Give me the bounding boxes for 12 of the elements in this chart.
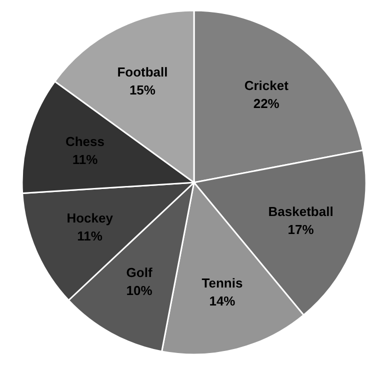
data-label: 22% <box>253 96 280 112</box>
data-label: 11% <box>77 228 103 244</box>
data-label: 17% <box>288 222 314 237</box>
data-label: 15% <box>129 82 156 98</box>
slice-label: Basketball <box>268 204 334 219</box>
data-label: 14% <box>209 293 236 308</box>
slice-label: Football <box>117 64 168 80</box>
data-label: 10% <box>126 282 153 298</box>
slice-label: Cricket <box>244 78 290 94</box>
slice-label: Tennis <box>202 275 243 290</box>
slice-label: Hockey <box>66 210 114 226</box>
slice-label: Golf <box>126 264 153 280</box>
